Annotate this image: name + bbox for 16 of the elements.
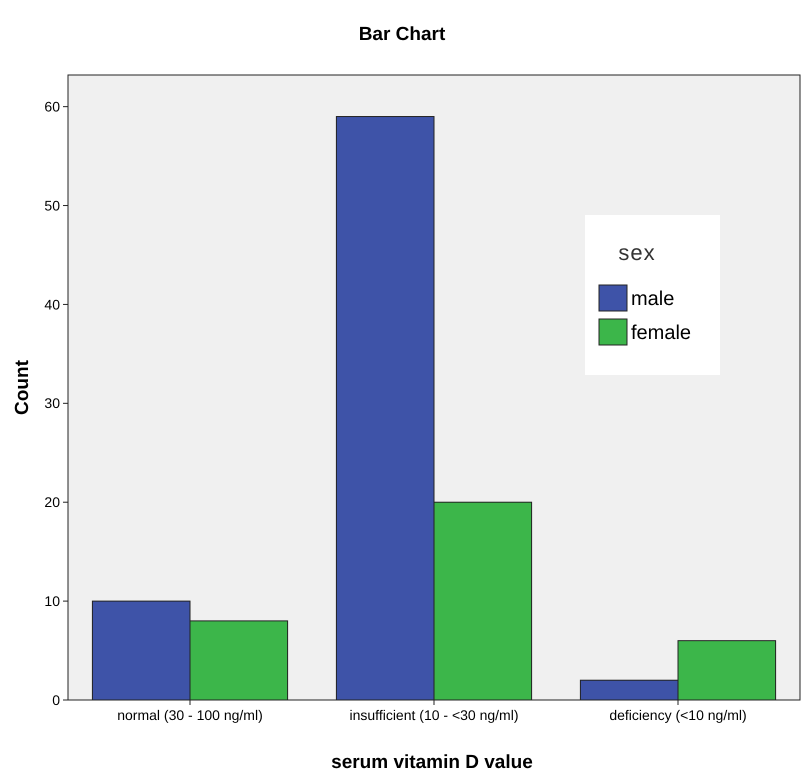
x-tick-label: insufficient (10 - <30 ng/ml): [350, 707, 518, 723]
y-tick-label: 30: [44, 395, 60, 412]
y-tick-label: 60: [44, 98, 60, 115]
y-tick-label: 50: [44, 197, 60, 214]
x-tick-label: deficiency (<10 ng/ml): [609, 707, 747, 723]
x-axis-title: serum vitamin D value: [331, 752, 533, 773]
chart-title: Bar Chart: [358, 24, 446, 45]
legend-title: sex: [618, 240, 656, 265]
legend-label: female: [631, 322, 692, 344]
y-tick-label: 0: [52, 692, 60, 708]
x-tick-label: normal (30 - 100 ng/ml): [117, 707, 263, 723]
legend-label: male: [631, 288, 674, 310]
y-tick-label: 40: [44, 296, 60, 312]
y-tick-label: 20: [44, 494, 60, 510]
y-tick-label: 10: [44, 593, 60, 610]
y-axis-title: Count: [12, 359, 33, 415]
